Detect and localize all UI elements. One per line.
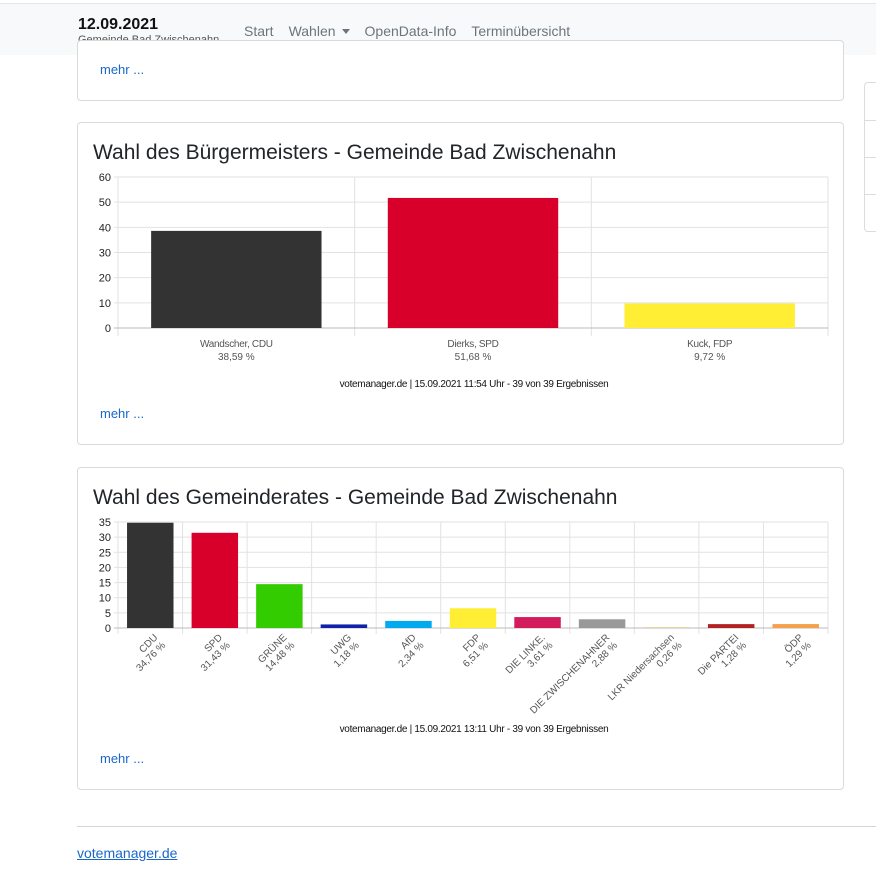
x-value-label: 38,59 % — [218, 352, 255, 363]
bar-7[interactable] — [514, 617, 561, 628]
more-link[interactable]: mehr ... — [100, 62, 145, 77]
caret-down-icon — [341, 28, 350, 34]
card-title: Wahl des Gemeinderates - Gemeinde Bad Zw… — [93, 486, 618, 509]
more-link[interactable]: mehr ... — [100, 751, 145, 766]
y-tick-label: 30 — [99, 248, 111, 260]
x-category-label: LKR Niedersachsen — [606, 632, 677, 703]
y-tick-label: 15 — [99, 578, 111, 590]
x-label-group: DIE LINKE.3,61 % — [504, 632, 556, 676]
bar-2[interactable] — [191, 532, 239, 628]
chart-source-note: votemanager.de | 15.09.2021 13:11 Uhr - … — [340, 724, 609, 735]
chart-source-note: votemanager.de | 15.09.2021 11:54 Uhr - … — [340, 379, 609, 390]
bar-9[interactable] — [643, 627, 690, 628]
bar-5[interactable] — [385, 620, 432, 628]
y-tick-label: 35 — [99, 517, 111, 529]
y-tick-label: 30 — [99, 532, 111, 544]
side-list-divider — [865, 120, 876, 121]
election-date: 12.09.2021 — [78, 16, 159, 33]
mayor-results-chart: 0 10 20 30 40 50 60 Wandscher, CDU 38,59 % Dierks… — [99, 172, 829, 390]
more-link[interactable]: mehr ... — [100, 406, 145, 421]
mayor-election-card: Wahl des Bürgermeisters - Gemeinde Bad Z… — [77, 122, 844, 445]
y-tick-label: 5 — [105, 608, 111, 620]
bar-10[interactable] — [707, 624, 755, 628]
bar-3[interactable] — [624, 303, 795, 328]
x-value-label: 51,68 % — [455, 352, 492, 363]
card-title: Wahl des Bürgermeisters - Gemeinde Bad Z… — [93, 141, 617, 164]
y-tick-label: 60 — [99, 172, 111, 184]
side-list-divider — [865, 157, 876, 158]
bar-11[interactable] — [772, 624, 819, 628]
footer-divider — [77, 826, 876, 827]
nav-wahlen-label: Wahlen — [288, 23, 336, 39]
x-category-label: Dierks, SPD — [447, 339, 498, 350]
nav-terminuebersicht[interactable]: Terminübersicht — [471, 23, 571, 39]
nav-start[interactable]: Start — [244, 23, 274, 39]
bar-1[interactable] — [127, 522, 174, 628]
side-list-panel — [864, 82, 876, 232]
previous-election-card: mehr ... — [77, 40, 844, 101]
y-tick-label: 0 — [105, 623, 111, 635]
bar-2[interactable] — [387, 197, 559, 328]
nav-opendata-info[interactable]: OpenData-Info — [364, 23, 457, 39]
x-category-label: Kuck, FDP — [687, 339, 733, 350]
footer-votemanager-link[interactable]: votemanager.de — [77, 845, 178, 861]
bar-8[interactable] — [578, 619, 626, 628]
bar-6[interactable] — [449, 608, 497, 628]
bar-4[interactable] — [320, 624, 368, 628]
y-tick-label: 25 — [99, 547, 111, 559]
y-tick-label: 10 — [99, 593, 111, 605]
y-tick-label: 50 — [99, 197, 111, 209]
bar-1[interactable] — [151, 230, 322, 328]
x-category-label: Wandscher, CDU — [200, 339, 273, 350]
main-nav: Start Wahlen OpenData-Info Terminübersic… — [244, 22, 585, 40]
y-tick-label: 10 — [99, 298, 111, 310]
y-tick-label: 0 — [105, 323, 111, 335]
side-list-divider — [865, 194, 876, 195]
y-tick-label: 20 — [99, 562, 111, 574]
x-value-label: 9,72 % — [694, 352, 725, 363]
y-tick-label: 40 — [99, 222, 111, 234]
nav-wahlen-dropdown[interactable]: Wahlen — [289, 22, 350, 40]
bar-3[interactable] — [256, 584, 303, 628]
council-election-card: Wahl des Gemeinderates - Gemeinde Bad Zw… — [77, 467, 844, 790]
y-tick-label: 20 — [99, 273, 111, 285]
